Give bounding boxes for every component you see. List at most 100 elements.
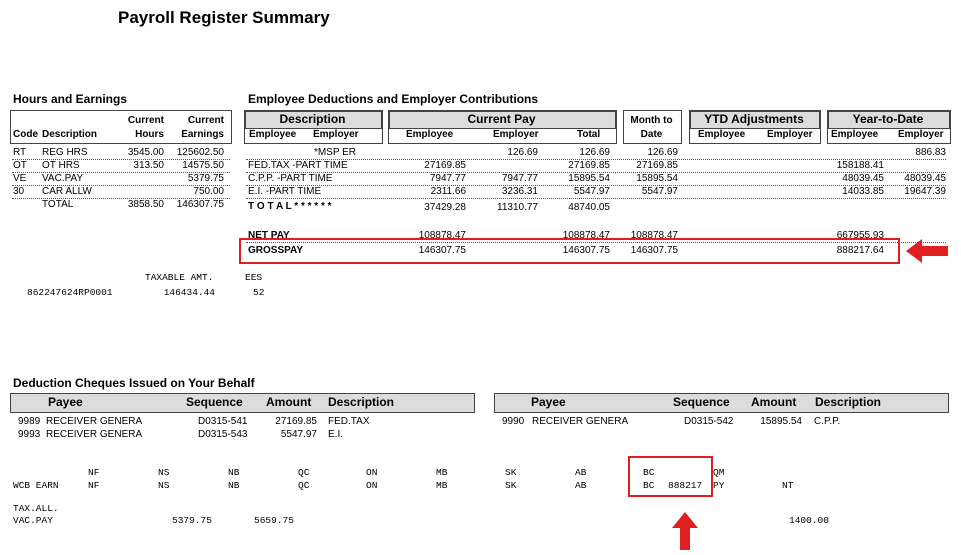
deduction-row-employer: 126.69 (507, 147, 538, 158)
grosspay-employee: 146307.75 (418, 245, 466, 256)
col-code: Code (13, 129, 38, 140)
hours-row-code: RT (13, 147, 27, 158)
arrow-left-icon (906, 239, 948, 263)
deduction-row-employer: 7947.77 (501, 173, 538, 184)
ya-employee-label: Employee (698, 129, 746, 140)
deduction-row-mtd: 27169.85 (636, 160, 678, 171)
grosspay-mtd: 146307.75 (630, 245, 678, 256)
divider (246, 198, 946, 199)
deduction-row-employee: 27169.85 (424, 160, 466, 171)
hours-row-desc: VAC.PAY (42, 173, 84, 184)
divider (12, 185, 230, 186)
grosspay-total: 146307.75 (562, 245, 610, 256)
cheques-left-sequence-header: Sequence (186, 395, 243, 409)
hours-row-code: 30 (13, 186, 25, 197)
cheque-sequence: D0315-541 (198, 416, 248, 427)
ytd-employee-label: Employee (831, 129, 879, 140)
hours-header-box (10, 110, 232, 144)
hours-row-desc: CAR ALLW (42, 186, 92, 197)
current-pay-header-fill (389, 111, 616, 129)
wcb-earn-label: WCB EARN (13, 480, 59, 491)
col-hours: Hours (135, 129, 164, 140)
province-nb: NB (228, 480, 240, 491)
ytd-adjustments-header: YTD Adjustments (704, 112, 804, 126)
deduction-row-ytd-employee: 158188.41 (836, 160, 884, 171)
deduction-row-total: 5547.97 (573, 186, 610, 197)
cheque-code: 9993 (18, 429, 41, 440)
taxable-account: 862247624RP0001 (27, 287, 113, 298)
cheque-code: 9990 (502, 416, 525, 427)
cheques-right-payee-header: Payee (531, 395, 566, 409)
province-qc: QC (298, 467, 310, 478)
deductions-heading: Employee Deductions and Employer Contrib… (248, 92, 539, 106)
cheque-amount: 15895.54 (760, 416, 802, 427)
netpay-employee: 108878.47 (418, 230, 466, 241)
hours-row-earnings: 14575.50 (182, 160, 224, 171)
netpay-mtd: 108878.47 (630, 230, 678, 241)
deduction-row-mtd: 15895.54 (636, 173, 678, 184)
deduction-row-employer: 3236.31 (501, 186, 538, 197)
ytd-adjustments-header-fill (690, 111, 820, 129)
province-mb: MB (436, 467, 448, 478)
province-nb: NB (228, 467, 240, 478)
mtd-header-box (623, 110, 682, 144)
province-ns: NS (158, 480, 170, 491)
taxall-value-3: 1400.00 (789, 515, 829, 526)
col-description: Description (42, 129, 98, 140)
province-py: PY (713, 480, 725, 491)
deduction-row-ytd-employer: 19647.39 (904, 186, 946, 197)
divider (246, 159, 946, 160)
taxall-vac-label: VAC.PAY (13, 515, 53, 526)
deduction-total-total: 48740.05 (568, 202, 610, 213)
hours-row-earnings: 5379.75 (187, 173, 224, 184)
deduction-row-desc: C.P.P. -PART TIME (248, 173, 333, 184)
deduction-total-employee: 37429.28 (424, 202, 466, 213)
hours-total-label: TOTAL (42, 199, 74, 210)
deduction-row-total: 126.69 (579, 147, 610, 158)
province-sk: SK (505, 467, 517, 478)
col-earnings: Earnings (181, 129, 224, 140)
province-qc: QC (298, 480, 310, 491)
deduction-row-ytd-employer: 48039.45 (904, 173, 946, 184)
deduction-row-total: 27169.85 (568, 160, 610, 171)
hours-row-code: OT (13, 160, 27, 171)
bc-wcb-value: 888217 (668, 480, 703, 491)
ytd-header-fill (828, 111, 950, 129)
netpay-label: NET PAY (248, 230, 290, 241)
description-header-fill (245, 111, 382, 129)
desc-employee-label: Employee (249, 129, 297, 140)
deduction-total-employer: 11310.77 (497, 202, 538, 213)
cheques-left-amount-header: Amount (266, 395, 312, 409)
grosspay-ytd: 888217.64 (836, 245, 884, 256)
desc-employer-label: Employer (313, 129, 359, 140)
cheque-description: C.P.P. (814, 416, 841, 427)
deduction-row-desc: FED.TAX -PART TIME (248, 160, 348, 171)
hours-row-earnings: 750.00 (193, 186, 224, 197)
cheque-description: FED.TAX (328, 416, 370, 427)
taxable-amt-label: TAXABLE AMT. (145, 272, 214, 283)
province-sk: SK (505, 480, 517, 491)
deduction-row-mtd: 5547.97 (641, 186, 678, 197)
province-bc: BC (643, 467, 655, 478)
taxable-amount: 146434.44 (163, 287, 215, 298)
ytd-header: Year-to-Date (852, 112, 924, 126)
description-header: Description (279, 112, 346, 126)
cheques-left-header-bar (10, 393, 475, 413)
hours-row-desc: REG HRS (42, 147, 88, 158)
mtd-label-1: Month to (630, 115, 673, 126)
cheque-amount: 5547.97 (280, 429, 317, 440)
current-pay-header: Current Pay (467, 112, 536, 126)
hours-earnings-heading: Hours and Earnings (13, 92, 128, 106)
grosspay-highlight-box (239, 238, 900, 264)
earnings-col-current2: Current (187, 115, 224, 126)
cheques-right-sequence-header: Sequence (673, 395, 730, 409)
cheque-payee: RECEIVER GENERA (46, 429, 143, 440)
cheques-heading: Deduction Cheques Issued on Your Behalf (13, 376, 255, 390)
ytd-employer-label: Employer (898, 129, 944, 140)
divider (12, 159, 230, 160)
hours-row-hours: 313.50 (133, 160, 164, 171)
hours-col-current1: Current (127, 115, 164, 126)
hours-total-earnings: 146307.75 (176, 199, 224, 210)
deduction-row-desc: E.I. -PART TIME (248, 186, 322, 197)
deduction-row-mtd: 126.69 (647, 147, 678, 158)
